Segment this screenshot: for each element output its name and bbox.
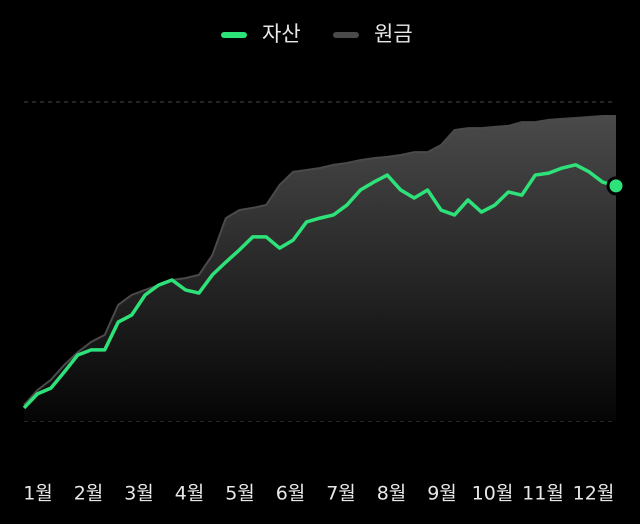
principal-area xyxy=(24,116,616,421)
x-tick-label: 2월 xyxy=(74,483,104,505)
x-tick-label: 6월 xyxy=(276,483,306,505)
legend-label: 원금 xyxy=(374,22,413,46)
x-tick-label: 11월 xyxy=(522,483,564,505)
legend-label: 자산 xyxy=(262,22,301,46)
x-tick-label: 5월 xyxy=(225,483,255,505)
x-tick-label: 9월 xyxy=(427,483,457,505)
x-tick-label: 1월 xyxy=(23,483,53,505)
asset-line xyxy=(22,163,617,410)
end-dot xyxy=(606,176,626,196)
x-tick-label: 12월 xyxy=(573,483,615,505)
x-tick-label: 4월 xyxy=(175,483,205,505)
principal-line xyxy=(23,115,616,406)
x-tick-label: 3월 xyxy=(124,483,154,505)
x-tick-label: 7월 xyxy=(326,483,356,505)
x-tick-label: 8월 xyxy=(377,483,407,505)
x-tick-label: 10월 xyxy=(472,483,514,505)
